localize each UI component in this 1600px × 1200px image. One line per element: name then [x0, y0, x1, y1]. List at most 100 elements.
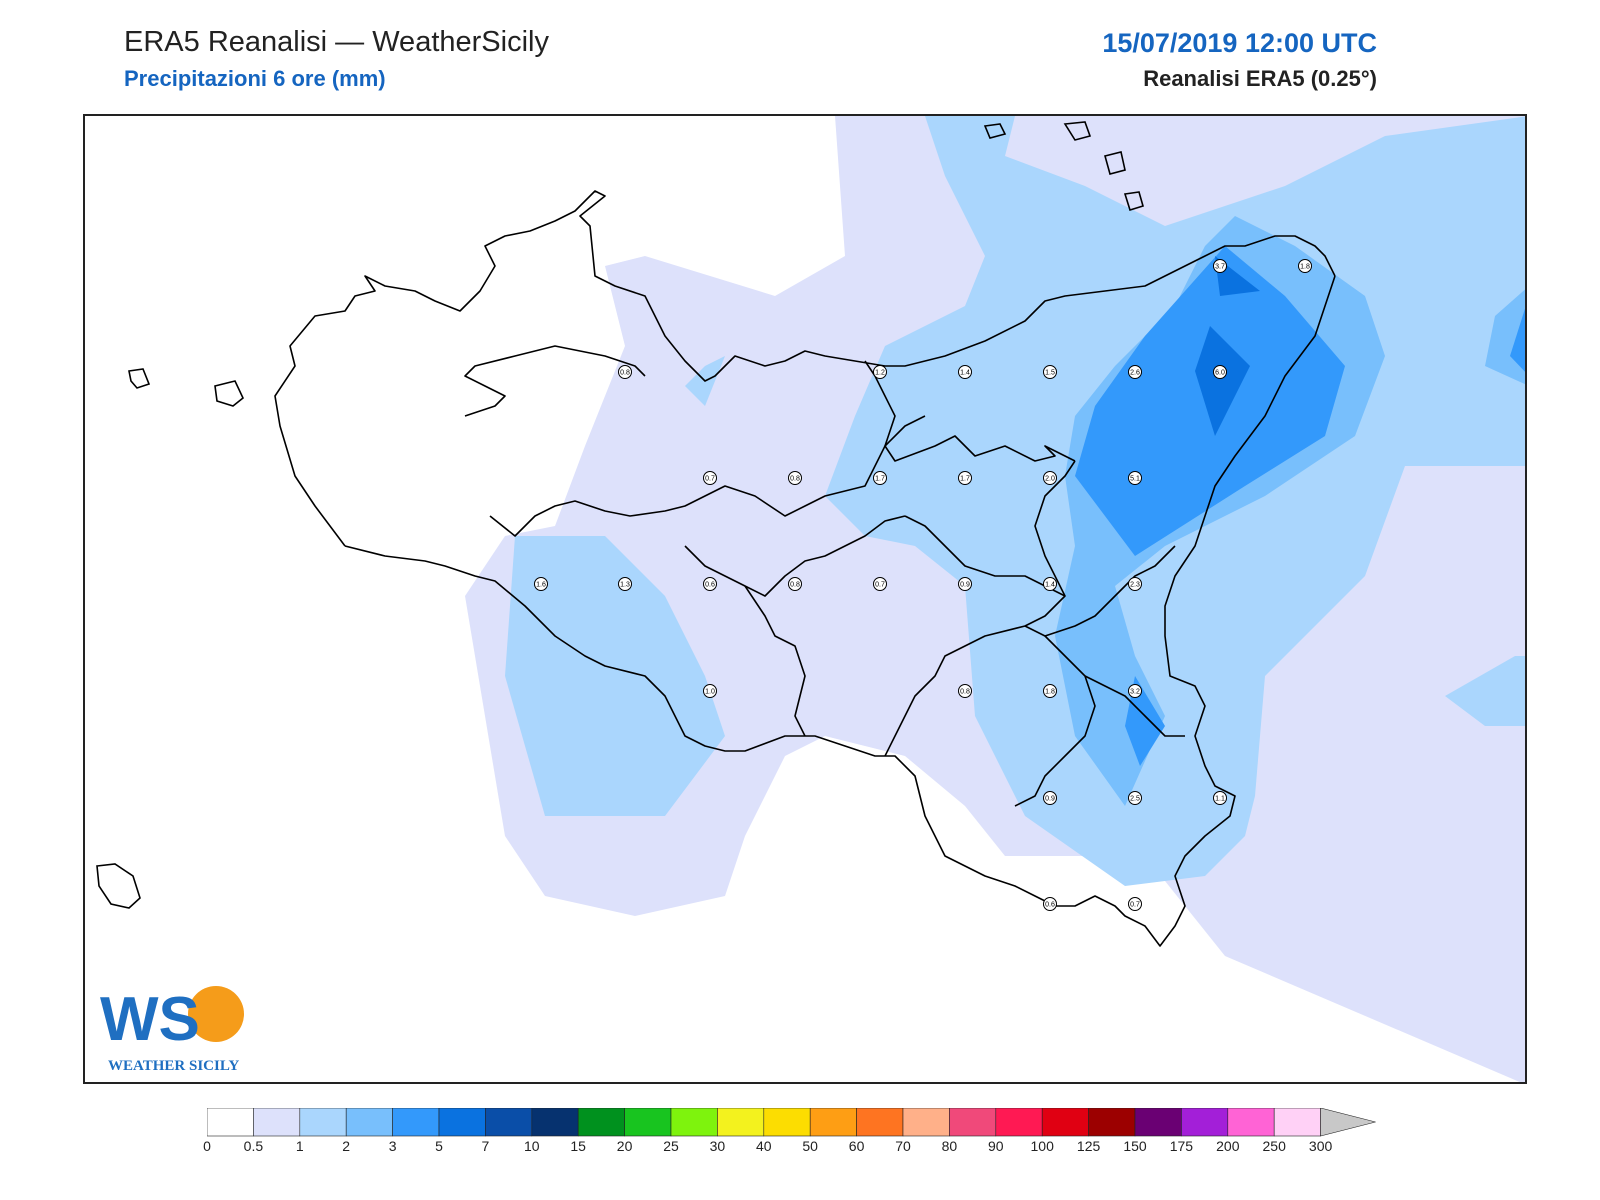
- island-marettimo: [128, 368, 151, 389]
- station-value: 6.0: [1215, 370, 1225, 377]
- colorbar-tick-label: 15: [570, 1138, 586, 1154]
- station-value: 0.9: [960, 582, 970, 589]
- station-value: 0.7: [875, 582, 885, 589]
- colorbar-tick-label: 250: [1262, 1138, 1286, 1154]
- island-alicudi: [983, 123, 1007, 139]
- colorbar-tick-label: 0.5: [243, 1138, 264, 1154]
- colorbar-swatch: [1181, 1108, 1229, 1137]
- station-value: 2.0: [1045, 476, 1055, 483]
- station-marker: 0.9: [1043, 791, 1057, 805]
- colorbar-tick-label: 90: [988, 1138, 1004, 1154]
- station-marker: 3.2: [1128, 684, 1142, 698]
- station-value: 3.7: [1215, 264, 1225, 271]
- station-marker: 1.2: [873, 365, 887, 379]
- station-value: 3.2: [1130, 689, 1140, 696]
- island-favignana: [214, 380, 244, 407]
- station-marker: 0.8: [788, 471, 802, 485]
- logo-letters: WS: [100, 985, 200, 1054]
- station-marker: 0.8: [788, 577, 802, 591]
- colorbar-tick-label: 30: [709, 1138, 726, 1154]
- station-marker: 1.5: [1043, 365, 1057, 379]
- colorbar-swatch: [577, 1108, 625, 1137]
- station-marker: 0.6: [1043, 897, 1057, 911]
- station-marker: 1.4: [1043, 577, 1057, 591]
- station-marker: 6.0: [1213, 365, 1227, 379]
- station-marker: 0.8: [618, 365, 632, 379]
- station-marker: 0.7: [1128, 897, 1142, 911]
- station-marker: 0.9: [958, 577, 972, 591]
- colorbar-tick-label: 70: [895, 1138, 911, 1154]
- station-marker: 2.0: [1043, 471, 1057, 485]
- station-marker: 0.7: [703, 471, 717, 485]
- islands: [96, 121, 1144, 909]
- colorbar-tick-label: 100: [1030, 1138, 1054, 1154]
- colorbar-tick-label: 20: [616, 1138, 633, 1154]
- colorbar-swatch: [531, 1108, 579, 1137]
- colorbar-swatch: [1227, 1108, 1275, 1137]
- colorbar-tick-label: 10: [524, 1138, 540, 1154]
- station-value: 0.7: [1130, 902, 1140, 909]
- colorbar-tick-label: 40: [756, 1138, 772, 1154]
- station-marker: 0.6: [703, 577, 717, 591]
- colorbar-tick-label: 150: [1123, 1138, 1147, 1154]
- station-marker: 2.3: [1128, 577, 1142, 591]
- station-value: 1.0: [705, 689, 715, 696]
- station-marker: 1.7: [873, 471, 887, 485]
- colorbar-tick-label: 5: [435, 1138, 443, 1154]
- weather-sicily-logo: WS WEATHER SICILY: [96, 982, 256, 1074]
- model-label: Reanalisi ERA5 (0.25°): [1143, 66, 1377, 91]
- station-value: 0.8: [790, 582, 800, 589]
- colorbar-swatch: [345, 1108, 393, 1137]
- colorbar: [207, 1108, 1376, 1137]
- colorbar-tick-label: 200: [1216, 1138, 1240, 1154]
- colorbar-swatch: [670, 1108, 718, 1137]
- station-marker: 1.0: [703, 684, 717, 698]
- colorbar-tick-label: 3: [388, 1138, 397, 1154]
- station-marker: 1.8: [1043, 684, 1057, 698]
- colorbar-tick-label: 125: [1076, 1138, 1101, 1154]
- station-value: 2.3: [1130, 582, 1140, 589]
- station-value: 1.8: [1300, 264, 1310, 271]
- island-pantelleria: [96, 863, 141, 909]
- colorbar-tick-label: 0: [203, 1138, 211, 1154]
- colorbar-swatch: [949, 1108, 997, 1137]
- station-value: 1.6: [536, 582, 546, 589]
- station-marker: 2.6: [1128, 365, 1142, 379]
- precipitation-map: 3.7 1.8 0.8 1.2 1.4 1.5 2.6 6.0 0.7 0.8 1.7 1.7 2.0 5…: [83, 114, 1527, 1084]
- colorbar-swatch: [438, 1108, 486, 1137]
- colorbar-tick-label: 2: [342, 1138, 351, 1154]
- station-value: 1.4: [1045, 582, 1055, 589]
- station-value: 0.8: [960, 689, 970, 696]
- station-value: 1.5: [1045, 370, 1055, 377]
- island-vulcano: [1104, 151, 1126, 175]
- station-marker: 1.6: [534, 577, 548, 591]
- colorbar-swatch: [856, 1108, 904, 1137]
- station-value: 1.7: [875, 476, 885, 483]
- colorbar-swatch: [624, 1108, 672, 1137]
- station-value: 0.8: [620, 370, 630, 377]
- colorbar-tick-label: 80: [941, 1138, 958, 1154]
- station-marker: 5.1: [1128, 471, 1142, 485]
- station-marker: 1.7: [958, 471, 972, 485]
- colorbar-swatch: [299, 1108, 347, 1137]
- station-value: 1.3: [620, 582, 630, 589]
- valid-datetime: 15/07/2019 12:00 UTC: [1102, 28, 1377, 58]
- colorbar-tick-label: 7: [481, 1138, 490, 1154]
- station-marker: 1.4: [958, 365, 972, 379]
- colorbar-swatch: [1041, 1108, 1089, 1137]
- colorbar-swatch: [809, 1108, 857, 1137]
- station-value: 1.2: [875, 370, 885, 377]
- island-lipari: [1063, 121, 1092, 141]
- station-value: 2.5: [1130, 796, 1140, 803]
- colorbar-swatch: [1088, 1108, 1136, 1137]
- station-marker: 3.7: [1213, 259, 1227, 273]
- station-value: 5.1: [1130, 476, 1140, 483]
- colorbar-extend-arrow: [1320, 1108, 1376, 1137]
- colorbar-swatch: [763, 1108, 811, 1137]
- station-value: 0.6: [705, 582, 715, 589]
- station-value: 0.6: [1045, 902, 1055, 909]
- colorbar-swatch: [485, 1108, 533, 1137]
- station-marker: 1.8: [1298, 259, 1312, 273]
- station-marker: 2.5: [1128, 791, 1142, 805]
- station-marker: 0.7: [873, 577, 887, 591]
